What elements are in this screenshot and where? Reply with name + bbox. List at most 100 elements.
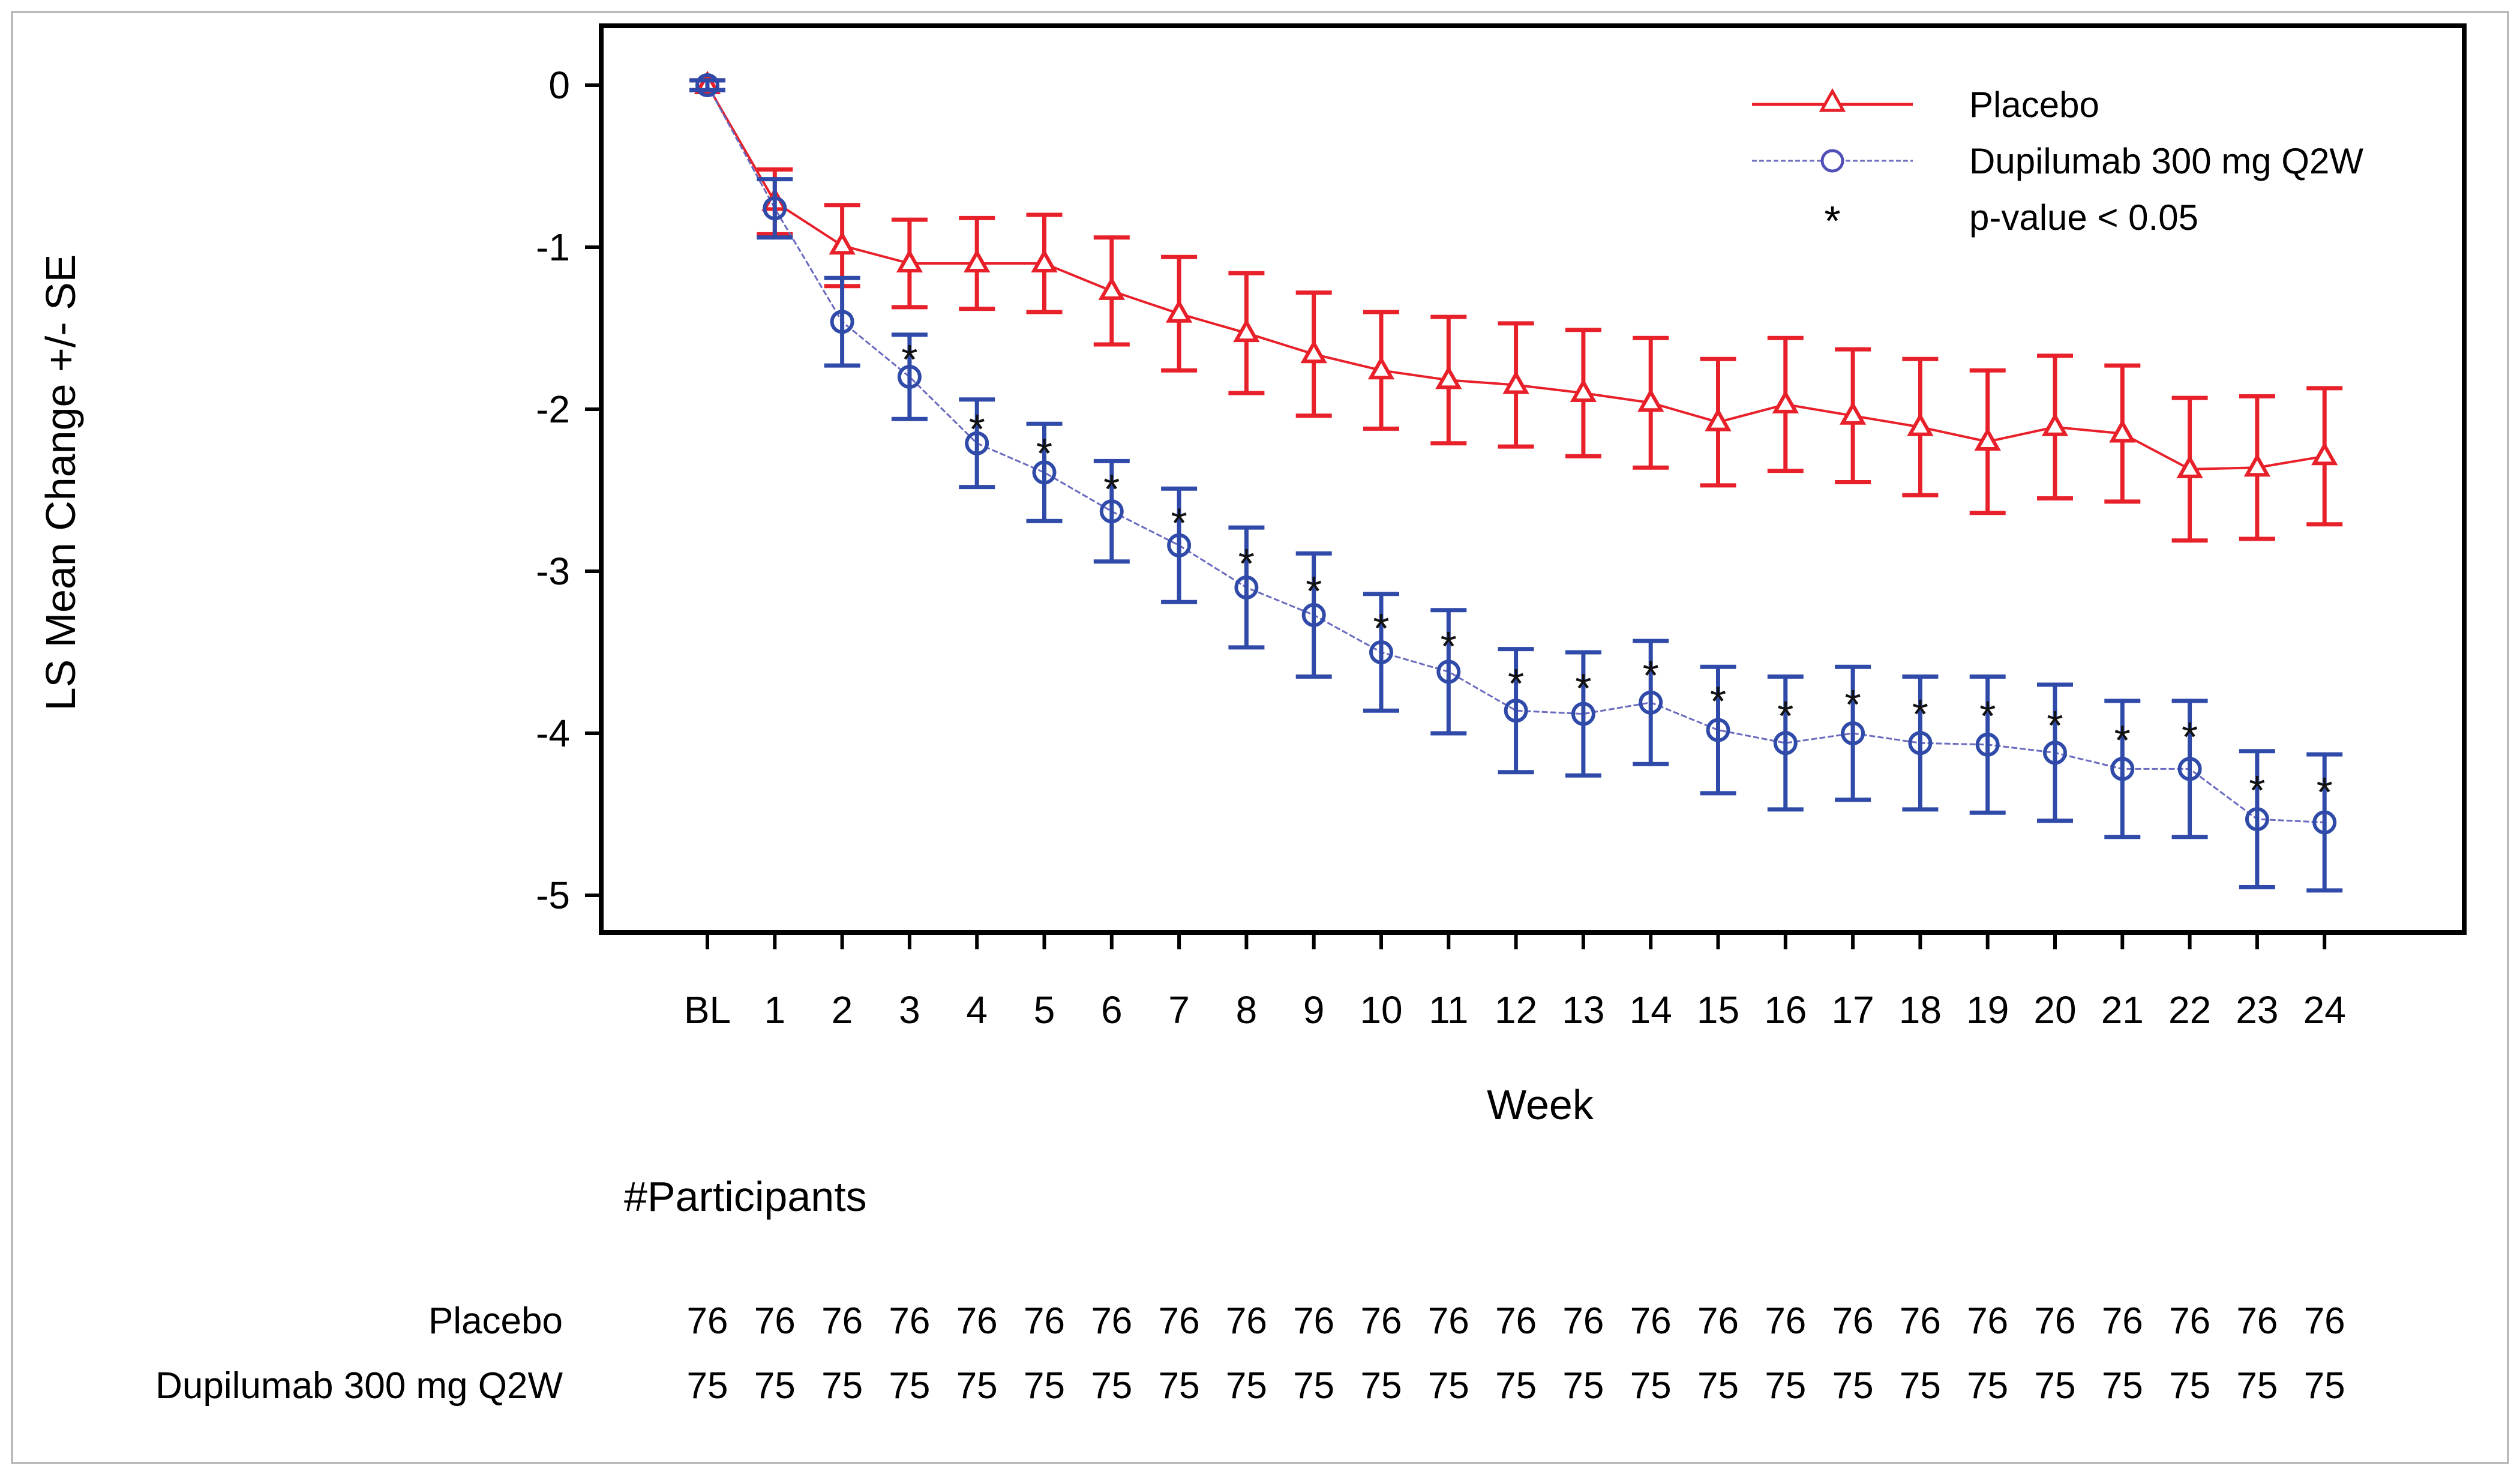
participant-count: 75 [1495, 1365, 1537, 1407]
x-tick-label: 16 [1764, 988, 1807, 1032]
participants-row-label: Placebo [428, 1300, 563, 1342]
x-tick-label: 11 [1429, 988, 1468, 1032]
data-point-triangle [1772, 389, 1799, 413]
participant-count: 75 [1361, 1365, 1402, 1407]
participant-count: 75 [889, 1365, 930, 1407]
data-point-circle [1639, 690, 1663, 715]
x-tick-label: 2 [832, 988, 853, 1032]
participant-count: 76 [2304, 1300, 2345, 1342]
participant-count: 76 [2102, 1300, 2143, 1342]
participants-title: #Participants [624, 1173, 867, 1220]
significance-asterisk: * [1643, 652, 1659, 698]
error-bar [2306, 752, 2343, 893]
x-tick-label: 1 [764, 988, 786, 1032]
error-bar [1430, 608, 1467, 736]
x-tick-label: 17 [1832, 988, 1874, 1032]
participant-count: 76 [2169, 1300, 2210, 1342]
data-point-circle [1436, 659, 1461, 684]
error-bar [1228, 525, 1265, 650]
data-point-circle [897, 365, 922, 389]
significance-asterisk: * [1844, 681, 1861, 728]
participant-count: 75 [2304, 1365, 2345, 1407]
error-bar [1093, 458, 1130, 564]
x-tick-label: 15 [1697, 988, 1739, 1032]
y-axis: 0 -1 -2 -3 -4 -5 [536, 64, 601, 917]
x-tick-label: 12 [1495, 988, 1537, 1032]
significance-asterisk: * [2249, 767, 2265, 814]
error-bar [1835, 664, 1871, 802]
data-point-triangle [1300, 340, 1327, 364]
data-point-circle [2110, 757, 2135, 781]
participant-count: 75 [1226, 1365, 1267, 1407]
participant-count: 76 [889, 1300, 930, 1342]
participant-count: 76 [1024, 1300, 1065, 1342]
x-tick-label: 9 [1303, 988, 1325, 1032]
data-point-triangle [2243, 453, 2271, 477]
error-bar [1026, 421, 1063, 523]
participant-count: 75 [687, 1365, 728, 1407]
participant-count: 76 [1226, 1300, 1267, 1342]
x-tick-label: 21 [2101, 988, 2144, 1032]
data-point-circle [1908, 731, 1933, 756]
error-bar [2104, 698, 2141, 840]
data-point-triangle [1974, 427, 2001, 451]
error-bar [1565, 650, 1601, 778]
data-point-triangle [1570, 378, 1597, 402]
data-point-triangle [2176, 454, 2203, 478]
x-tick-label: 13 [1562, 988, 1604, 1032]
legend: Placebo Dupilumab 300 mg Q2W * p-value <… [1752, 85, 2363, 244]
significance-asterisk: * [1441, 623, 1457, 670]
x-tick-label: BL [684, 988, 731, 1032]
data-point-triangle [1435, 365, 1462, 389]
data-point-triangle [829, 231, 856, 255]
participant-count: 76 [956, 1300, 998, 1342]
significance-asterisk: * [1912, 691, 1928, 738]
participant-count: 76 [1900, 1300, 1941, 1342]
participant-count: 76 [1361, 1300, 1402, 1342]
participant-count: 76 [821, 1300, 863, 1342]
data-point-circle [763, 196, 787, 221]
data-point-triangle [1233, 319, 1260, 343]
error-bar [1363, 592, 1399, 713]
y-tick-label: -2 [536, 388, 570, 431]
significance-asterisk: * [1306, 568, 1322, 614]
error-bar [1969, 674, 2006, 815]
plot-frame [599, 23, 2467, 935]
data-point-circle [2245, 807, 2269, 832]
significance-asterisk: * [969, 406, 985, 452]
data-point-circle [1369, 640, 1393, 664]
data-point-triangle [2311, 442, 2338, 466]
y-tick-label: 0 [548, 64, 570, 107]
data-point-circle [965, 431, 989, 455]
x-tick-label: 20 [2033, 988, 2076, 1032]
error-bar [959, 397, 995, 490]
significance-asterisk: * [2114, 716, 2131, 763]
significance-asterisk: * [1777, 692, 1793, 739]
error-bar [1767, 674, 1804, 812]
significance-asterisk: * [1508, 660, 1524, 707]
data-point-triangle [2109, 419, 2136, 443]
error-bar [1498, 647, 1534, 775]
participant-count: 75 [1562, 1365, 1604, 1407]
participant-count: 75 [2236, 1365, 2278, 1407]
data-point-circle [2043, 741, 2067, 765]
participant-count: 75 [1765, 1365, 1806, 1407]
data-point-triangle [1367, 356, 1395, 380]
data-point-circle [1841, 721, 1865, 745]
legend-significance-label: p-value < 0.05 [1969, 197, 2198, 238]
data-point-triangle [1502, 370, 1529, 394]
participant-count: 75 [2035, 1365, 2076, 1407]
data-point-circle [1301, 602, 1326, 627]
legend-placebo-label: Placebo [1969, 85, 2099, 125]
data-point-circle [830, 310, 854, 334]
x-tick-label: 22 [2168, 988, 2211, 1032]
data-point-triangle [1705, 407, 1732, 431]
participant-count: 75 [1159, 1365, 1200, 1407]
series-placebo [689, 70, 2343, 543]
significance-asterisk: * [1238, 540, 1255, 587]
y-tick-label: -1 [536, 226, 570, 269]
series-dupilumab [689, 73, 2343, 893]
participant-count: 76 [1967, 1300, 2008, 1342]
participant-count: 76 [2236, 1300, 2278, 1342]
x-tick-label: 4 [966, 988, 988, 1032]
